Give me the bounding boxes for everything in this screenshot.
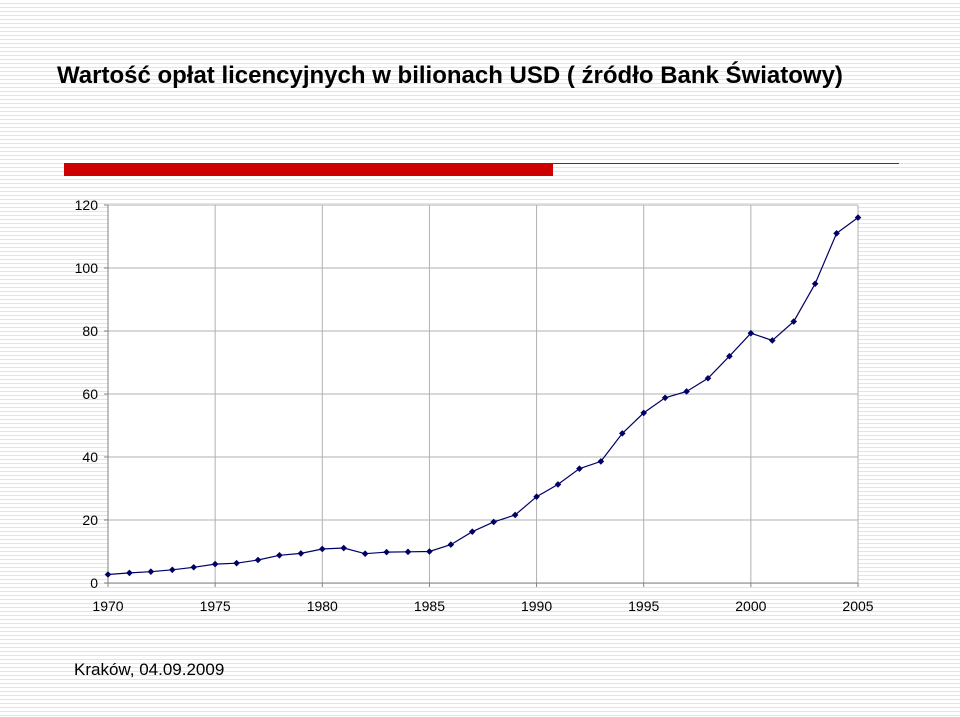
y-tick-label: 40 [82,449,98,465]
y-tick-label: 0 [90,575,98,591]
data-points [104,214,862,578]
data-point [790,318,798,325]
x-tick-label: 1980 [307,598,338,614]
data-point [768,337,776,344]
data-point [576,465,583,472]
data-point [147,568,155,575]
grid [108,204,859,583]
data-point [404,548,412,556]
footer-date: Kraków, 04.09.2009 [74,660,225,679]
data-point [211,560,219,568]
axes [104,204,859,587]
series [107,217,859,576]
y-tick-label: 20 [82,512,98,528]
data-point [168,566,176,574]
x-tick-label: 1995 [628,598,659,614]
page-title: Wartość opłat licencyjnych w bilionach U… [57,62,843,89]
x-tick-label: 2005 [842,598,873,614]
data-point [383,548,390,556]
x-tick-labels: 1970 1975 1980 1985 1990 1995 2000 2005 [92,598,873,614]
data-point [490,518,498,526]
data-point [747,329,755,337]
data-point [190,563,198,571]
data-point [340,544,348,552]
data-point [683,388,690,395]
y-tick-labels: 0 20 40 60 80 100 120 [75,197,99,591]
data-point [318,545,326,553]
accent-line [553,163,899,164]
data-point [661,394,669,402]
series-line [107,217,859,576]
data-point [447,541,455,548]
data-point [640,409,648,417]
y-tick-label: 120 [75,197,99,213]
data-point [361,550,369,558]
y-tick-label: 60 [82,386,98,402]
x-tick-label: 1975 [200,598,231,614]
data-point [426,548,433,555]
data-point [618,430,626,437]
data-point [468,528,476,535]
data-point [704,374,712,382]
x-tick-label: 1985 [414,598,445,614]
data-point [833,230,840,237]
data-point [233,559,240,567]
y-tick-label: 80 [82,323,98,339]
x-tick-label: 1990 [521,598,552,614]
data-point [854,214,862,221]
data-point [511,511,519,519]
data-point [811,280,819,288]
x-tick-label: 2000 [735,598,766,614]
y-tick-label: 100 [75,260,99,276]
data-point [276,551,283,559]
accent-bar [64,163,553,176]
data-point [726,352,733,360]
data-point [597,458,605,465]
data-point [297,550,305,557]
x-tick-label: 1970 [92,598,123,614]
data-point [254,556,262,564]
data-point [533,493,540,500]
data-point [104,571,112,578]
data-point [554,481,562,488]
data-point [126,569,133,577]
